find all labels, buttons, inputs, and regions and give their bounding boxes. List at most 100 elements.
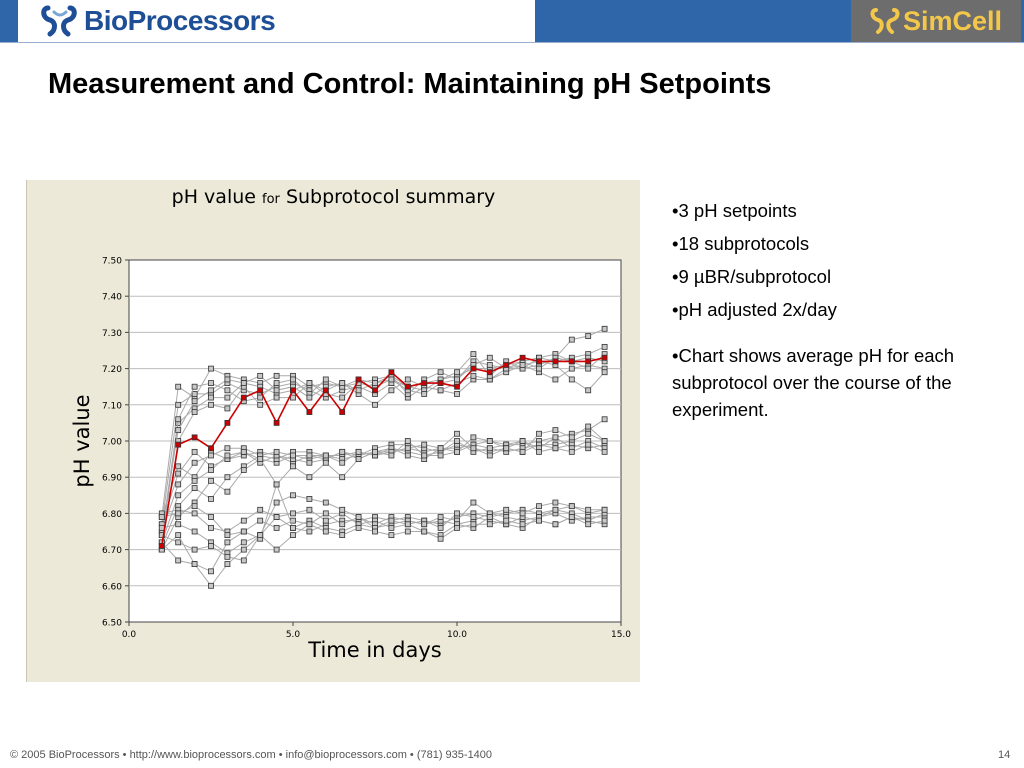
series-point [240,467,247,473]
series-point [191,398,198,405]
series-point [339,394,346,401]
series-point [372,448,378,455]
series-line [161,433,605,525]
average-series-point [224,419,231,426]
y-tick-label: 6.60 [102,582,122,592]
series-point [470,499,477,506]
series-point [208,394,214,401]
series-point [208,496,214,502]
series-point [536,503,542,510]
series-point [322,510,329,517]
series-point [437,369,444,376]
series-point [273,514,280,520]
series-point [585,365,592,372]
series-point [454,510,460,517]
bullet-item: •18 subprotocols [672,233,810,254]
series-point [601,325,608,332]
series-point [273,499,280,506]
series-point [224,561,231,567]
average-series-point [519,354,526,361]
series-point [175,470,182,477]
average-series-point [339,409,346,415]
series-point [437,452,444,459]
x-axis-label: Time in days [307,638,441,662]
series-point [388,452,395,459]
series-line [161,357,605,525]
series-point [437,387,444,394]
series-point [191,383,198,390]
series-point [339,459,346,466]
series-point [601,448,608,455]
series-point [175,481,182,488]
bullet-item: •9 µBR/subprotocol [672,266,832,287]
series-point [175,427,182,434]
series-point [224,376,231,383]
series-point [470,434,477,441]
series-point [355,524,362,531]
series-point [536,430,542,437]
series-point [224,387,231,394]
series-point [175,383,182,390]
series-point [339,521,346,528]
average-series-point [388,369,395,376]
series-point [290,524,296,531]
series-point [568,434,575,441]
series-point [519,521,526,528]
average-series-point [306,409,313,415]
series-point [519,448,526,455]
series-point [191,477,198,484]
series-point [191,528,198,535]
bullet-item: •pH adjusted 2x/day [672,299,837,320]
series-point [224,474,231,481]
series-point [191,409,198,415]
bioprocessors-mark-icon [41,5,77,37]
series-point [208,401,214,408]
series-point [339,448,346,455]
ph-chart: 6.50 6.60 6.70 6.80 6.90 7.00 7.10 7.20 7.30 7.40… [70,257,631,663]
series-point [224,553,231,560]
series-point [404,376,411,383]
series-point [191,546,198,553]
bullet-note: •Chart shows average pH for each subprot… [672,345,955,420]
series-point [601,438,608,444]
y-tick-label: 7.30 [102,329,122,339]
series-point [322,499,329,506]
average-series-point [322,387,329,394]
series-point [240,528,247,535]
series-point [306,521,313,528]
page-number: 14 [998,749,1011,761]
series-point [290,452,296,459]
average-series-point [158,543,165,549]
series-point [240,380,247,386]
chart-panel: pH value for Subprotocol summary 6.50 6.6… [26,180,640,682]
series-point [208,582,214,589]
bullet-list: •3 pH setpoints •18 subprotocols •9 µBR/… [672,194,1017,423]
series-point [601,506,608,513]
series-point [306,528,313,535]
average-series-point [355,376,362,383]
series-point [486,438,493,444]
series-point [470,372,477,379]
series-point [306,496,313,502]
series-point [568,376,575,383]
series-point [388,532,395,539]
series-point [355,387,362,394]
series-point [585,333,592,339]
series-point [240,557,247,564]
bullet-item: •3 pH setpoints [672,200,797,221]
bioprocessors-logo-text: BioProcessors [84,5,276,36]
series-point [585,506,592,513]
y-tick-label: 6.50 [102,619,122,629]
series-point [585,521,592,528]
series-point [437,535,444,542]
series-point [208,452,214,459]
series-point [306,380,313,386]
series-point [257,532,264,539]
series-point [224,452,231,459]
average-series-point [191,434,198,441]
series-point [355,448,362,455]
series-point [388,376,395,383]
simcell-logo-text: SimCell [902,5,1003,36]
series-point [175,557,182,564]
series-point [552,521,559,528]
